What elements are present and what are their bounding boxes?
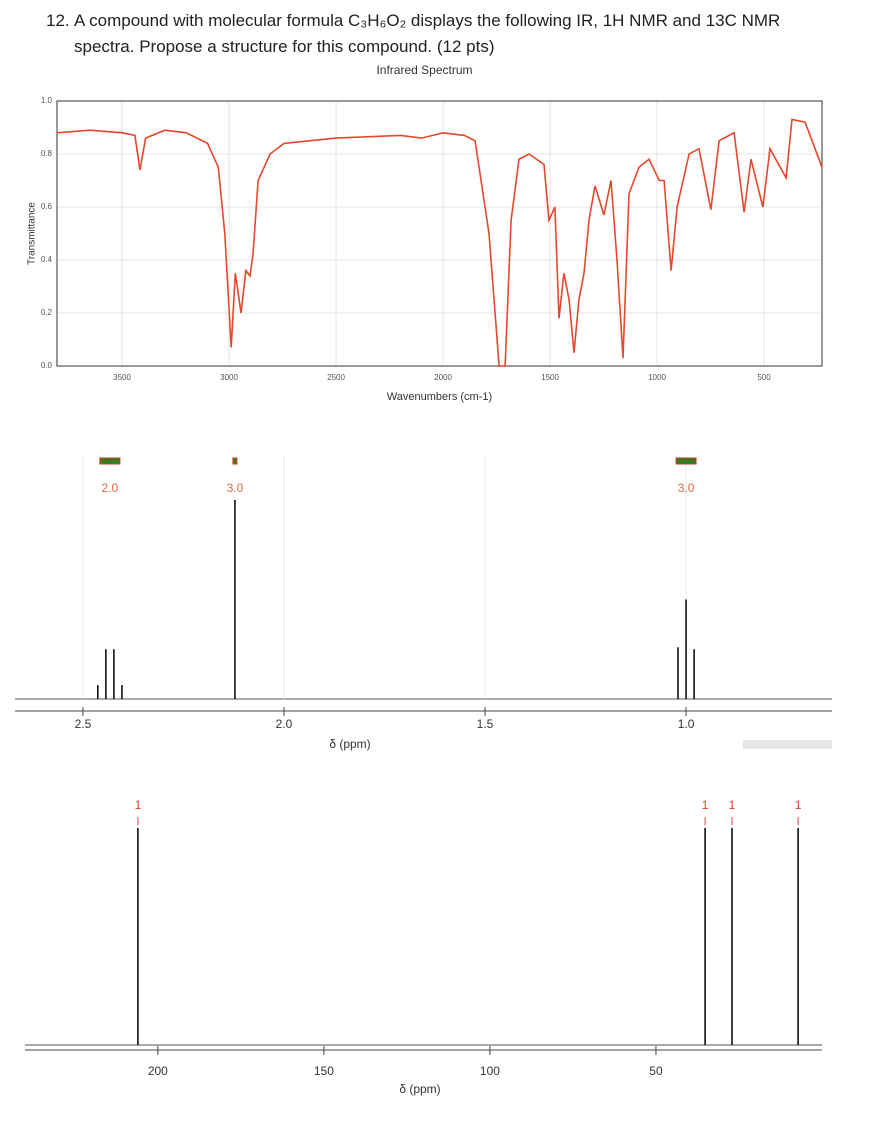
x-axis-label: δ (ppm) bbox=[329, 737, 370, 751]
y-tick-label: 0.2 bbox=[41, 308, 53, 317]
x-tick-label: 3500 bbox=[113, 373, 131, 382]
peak-label: 1 bbox=[135, 798, 142, 812]
y-tick-label: 0.4 bbox=[41, 255, 53, 264]
plot-frame bbox=[56, 100, 823, 367]
x-tick-label: 500 bbox=[757, 373, 771, 382]
integration-bar bbox=[675, 457, 697, 465]
x-tick-label: 150 bbox=[314, 1064, 334, 1078]
x-tick-label: 3000 bbox=[220, 373, 238, 382]
x-tick-label: 1500 bbox=[541, 373, 559, 382]
x-tick-label: 2000 bbox=[434, 373, 452, 382]
question-text: spectra. Propose a structure for this co… bbox=[74, 37, 495, 56]
x-axis-label: Wavenumbers (cm-1) bbox=[387, 391, 492, 403]
x-axis-label: δ (ppm) bbox=[399, 1082, 440, 1096]
question-number: 12. bbox=[46, 11, 70, 30]
ir-trace bbox=[56, 118, 823, 367]
scrollbar bbox=[743, 740, 832, 749]
peak-label: 1 bbox=[702, 798, 709, 812]
integration-bar bbox=[232, 457, 238, 465]
y-tick-label: 1.0 bbox=[41, 96, 53, 105]
x-tick-label: 1.5 bbox=[477, 717, 494, 731]
x-tick-label: 100 bbox=[480, 1064, 500, 1078]
x-tick-label: 2500 bbox=[327, 373, 345, 382]
y-tick-label: 0.6 bbox=[41, 202, 53, 211]
y-tick-label: 0.0 bbox=[41, 361, 53, 370]
integration-bar bbox=[99, 457, 121, 465]
question: 12. A compound with molecular formula C₃H… bbox=[46, 8, 836, 60]
x-tick-label: 1.0 bbox=[678, 717, 695, 731]
chart-title: Infrared Spectrum bbox=[376, 63, 472, 77]
x-tick-label: 2.0 bbox=[276, 717, 293, 731]
integration-label: 3.0 bbox=[678, 481, 695, 495]
y-axis-label: Transmittance bbox=[27, 202, 38, 265]
x-tick-label: 2.5 bbox=[75, 717, 92, 731]
integration-label: 3.0 bbox=[227, 481, 244, 495]
x-tick-label: 1000 bbox=[648, 373, 666, 382]
question-text: A compound with molecular formula C₃H₆O₂… bbox=[74, 11, 781, 30]
x-tick-label: 50 bbox=[649, 1064, 663, 1078]
integration-label: 2.0 bbox=[102, 481, 119, 495]
y-tick-label: 0.8 bbox=[41, 149, 53, 158]
x-tick-label: 200 bbox=[148, 1064, 168, 1078]
peak-label: 1 bbox=[729, 798, 736, 812]
peak-label: 1 bbox=[795, 798, 802, 812]
